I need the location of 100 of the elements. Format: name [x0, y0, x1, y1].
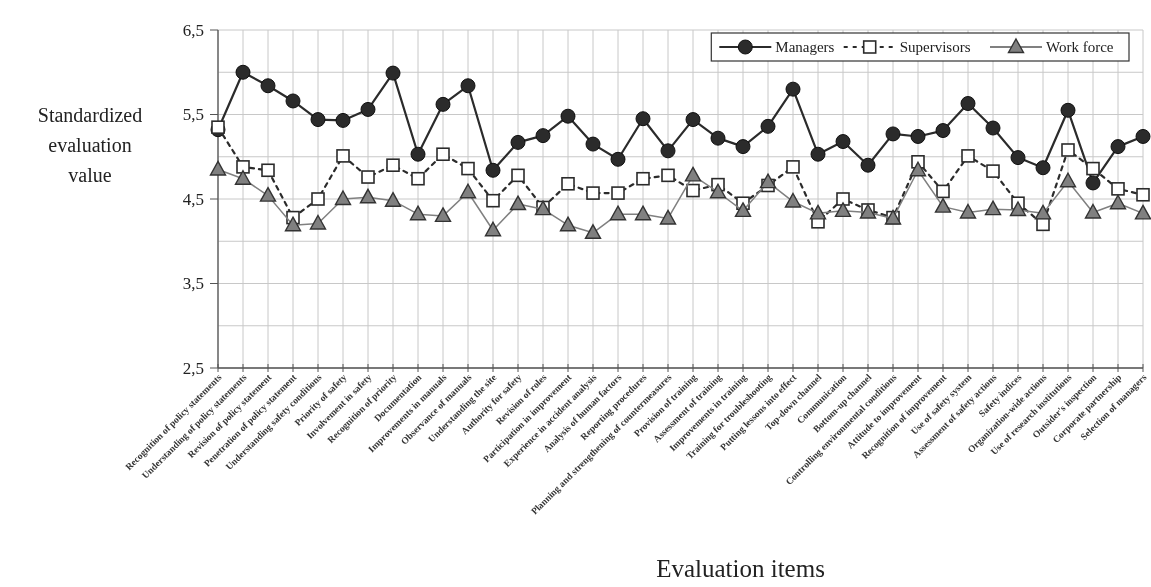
legend-label: Managers — [775, 39, 835, 56]
point — [360, 101, 376, 117]
point — [986, 164, 1000, 178]
point — [436, 147, 450, 162]
point — [834, 202, 852, 218]
point — [1109, 194, 1127, 210]
point — [985, 120, 1001, 136]
point — [535, 128, 551, 144]
point — [734, 202, 752, 218]
point — [209, 160, 227, 176]
point — [359, 188, 377, 204]
point — [759, 173, 777, 189]
point — [384, 191, 402, 207]
point — [661, 168, 675, 183]
point — [836, 192, 850, 206]
point — [561, 176, 575, 191]
point — [285, 93, 301, 109]
point — [610, 151, 626, 167]
point — [635, 111, 651, 127]
point — [1010, 150, 1026, 166]
point — [885, 126, 901, 142]
point — [560, 108, 576, 124]
point — [660, 143, 676, 159]
point — [259, 186, 277, 202]
point — [960, 96, 976, 112]
point — [735, 139, 751, 155]
legend-label: Supervisors — [899, 39, 971, 56]
y-tick-label: 6,5 — [182, 20, 204, 40]
point — [684, 166, 702, 182]
x-axis-title: Evaluation items — [656, 555, 825, 582]
point — [235, 64, 251, 80]
point — [710, 130, 726, 146]
point — [261, 163, 275, 178]
point — [1009, 201, 1027, 217]
point — [1085, 175, 1101, 191]
point — [709, 183, 727, 199]
point — [585, 136, 601, 152]
point — [1135, 128, 1151, 144]
point — [361, 170, 375, 184]
point — [1086, 161, 1100, 176]
point — [786, 160, 800, 174]
point — [1035, 160, 1051, 176]
point — [959, 203, 977, 219]
point — [1061, 143, 1075, 157]
point — [385, 65, 401, 81]
point — [934, 197, 952, 213]
y-tick-label: 4,5 — [182, 189, 204, 209]
point — [935, 123, 951, 139]
point — [810, 146, 826, 162]
point — [335, 112, 351, 128]
point — [1059, 172, 1077, 188]
point — [1134, 204, 1151, 220]
point — [511, 168, 525, 183]
point — [860, 157, 876, 173]
point — [584, 224, 602, 239]
point — [284, 216, 302, 232]
point — [984, 200, 1002, 216]
point — [336, 149, 350, 163]
point — [311, 192, 325, 206]
point — [559, 216, 577, 232]
point — [484, 221, 502, 237]
point — [686, 183, 700, 198]
point — [434, 207, 452, 223]
point — [611, 186, 625, 200]
point — [835, 134, 851, 150]
point — [659, 209, 677, 225]
point — [435, 96, 451, 112]
point — [784, 192, 802, 208]
point — [760, 118, 776, 134]
point — [459, 183, 477, 199]
legend-label: Work force — [1046, 39, 1114, 56]
point — [211, 120, 225, 134]
point — [485, 162, 501, 178]
point — [410, 146, 426, 162]
point — [486, 193, 500, 208]
point — [936, 184, 950, 199]
point — [460, 78, 476, 94]
point — [910, 128, 926, 144]
y-tick-label: 2,5 — [182, 358, 204, 378]
point — [586, 186, 600, 200]
point — [310, 112, 326, 128]
y-tick-label: 3,5 — [182, 274, 204, 294]
point — [1110, 139, 1126, 155]
y-tick-label: 5,5 — [182, 105, 204, 125]
point — [1111, 182, 1125, 196]
point — [809, 204, 827, 220]
point — [411, 171, 425, 186]
point — [785, 81, 801, 97]
point — [1136, 187, 1150, 202]
point — [509, 195, 527, 211]
point — [1034, 204, 1052, 220]
point — [685, 112, 701, 128]
point — [309, 214, 327, 230]
y-axis-title: Standardized evaluation value — [37, 104, 143, 186]
point — [961, 149, 975, 163]
point — [234, 170, 252, 185]
point — [260, 78, 276, 94]
point — [609, 205, 627, 221]
point — [409, 205, 427, 221]
point — [909, 161, 927, 177]
